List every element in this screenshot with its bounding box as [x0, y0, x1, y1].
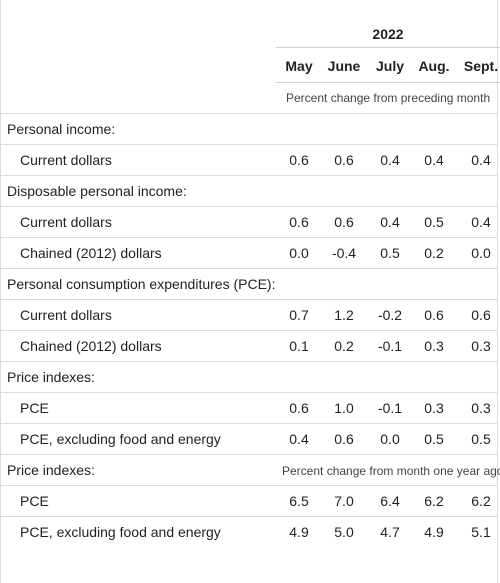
table-cell: -0.4	[331, 245, 357, 261]
table-row: PCE 6.5 7.0 6.4 6.2 6.2	[0, 485, 498, 517]
table-row: Current dollars 0.7 1.2 -0.2 0.6 0.6	[0, 299, 498, 331]
percent-change-note: Percent change from preceding month	[286, 91, 491, 105]
table-row: Current dollars 0.6 0.6 0.4 0.5 0.4	[0, 206, 498, 238]
table-cell: 0.6	[289, 214, 309, 230]
table-row: Current dollars 0.6 0.6 0.4 0.4 0.4	[0, 144, 498, 176]
table-row: Chained (2012) dollars 0.0 -0.4 0.5 0.2 0.0	[0, 237, 498, 269]
table-row: Chained (2012) dollars 0.1 0.2 -0.1 0.3 0.3	[0, 330, 498, 362]
table-row: PCE 0.6 1.0 -0.1 0.3 0.3	[0, 392, 498, 424]
table-cell: -0.1	[377, 400, 403, 416]
table-cell: 0.2	[424, 245, 444, 261]
table-cell: 0.5	[424, 214, 444, 230]
table-cell: 1.0	[334, 400, 354, 416]
table-cell: 0.6	[289, 152, 309, 168]
table-cell: -0.2	[377, 307, 403, 323]
month-header-june: June	[327, 58, 361, 74]
section-label: Personal consumption expenditures (PCE):	[7, 276, 276, 292]
table-cell: 6.4	[380, 493, 400, 509]
row-label: Chained (2012) dollars	[20, 245, 162, 261]
table-cell: 4.9	[424, 524, 444, 540]
table-cell: 0.6	[289, 400, 309, 416]
table-cell: 0.4	[380, 152, 400, 168]
table-cell: 0.2	[334, 338, 354, 354]
row-label: Chained (2012) dollars	[20, 338, 162, 354]
section-label: Disposable personal income:	[7, 183, 187, 199]
table-cell: 0.0	[471, 245, 491, 261]
table-row: Disposable personal income:	[0, 175, 498, 207]
percent-change-year-note: Percent change from month one year ago	[282, 464, 500, 478]
table-cell: -0.1	[377, 338, 403, 354]
table-cell: 6.2	[424, 493, 444, 509]
row-label: PCE	[20, 493, 49, 509]
row-label: Current dollars	[20, 307, 112, 323]
table-cell: 0.3	[424, 400, 444, 416]
table-cell: 0.4	[380, 214, 400, 230]
table-cell: 0.0	[289, 245, 309, 261]
table-cell: 4.9	[289, 524, 309, 540]
month-header-sept: Sept.	[463, 58, 499, 74]
header-divider-middle	[276, 82, 500, 83]
table-cell: 0.4	[424, 152, 444, 168]
table-cell: 4.7	[380, 524, 400, 540]
table-row: PCE, excluding food and energy 4.9 5.0 4.7 4…	[0, 516, 498, 548]
table-cell: 0.5	[380, 245, 400, 261]
month-header-row: May June July Aug. Sept.	[276, 58, 500, 78]
row-label: PCE, excluding food and energy	[20, 431, 221, 447]
table-cell: 1.2	[334, 307, 354, 323]
table-row: Personal consumption expenditures (PCE):	[0, 268, 498, 300]
table-cell: 7.0	[334, 493, 354, 509]
row-label: Current dollars	[20, 214, 112, 230]
table-cell: 0.6	[334, 214, 354, 230]
row-label: PCE, excluding food and energy	[20, 524, 221, 540]
table-cell: 0.7	[289, 307, 309, 323]
table-row: Price indexes:	[0, 361, 498, 393]
table-cell: 6.2	[471, 493, 491, 509]
table-cell: 0.6	[334, 431, 354, 447]
section-label: Price indexes:	[7, 369, 95, 385]
table-row: Price indexes: Percent change from month …	[0, 454, 500, 486]
table-row: Personal income:	[0, 113, 498, 145]
table-row: PCE, excluding food and energy 0.4 0.6 0.0 0…	[0, 423, 498, 455]
table-cell: 5.0	[334, 524, 354, 540]
table-cell: 0.5	[424, 431, 444, 447]
table-cell: 0.3	[471, 338, 491, 354]
month-header-aug: Aug.	[418, 58, 450, 74]
section-label: Personal income:	[7, 121, 116, 137]
section-label: Price indexes:	[7, 462, 95, 478]
row-label: Current dollars	[20, 152, 112, 168]
month-header-may: May	[285, 58, 313, 74]
table-cell: 0.4	[289, 431, 309, 447]
table-cell: 0.6	[424, 307, 444, 323]
table-cell: 0.0	[380, 431, 400, 447]
table-cell: 0.1	[289, 338, 309, 354]
table-cell: 0.5	[471, 431, 491, 447]
header-divider-top	[276, 47, 500, 48]
table-cell: 0.6	[471, 307, 491, 323]
table-cell: 0.4	[471, 214, 491, 230]
year-header: 2022	[372, 26, 404, 42]
table-cell: 0.4	[471, 152, 491, 168]
table-cell: 0.3	[471, 400, 491, 416]
table-cell: 6.5	[289, 493, 309, 509]
table-cell: 0.6	[334, 152, 354, 168]
table-cell: 0.3	[424, 338, 444, 354]
row-label: PCE	[20, 400, 49, 416]
month-header-july: July	[375, 58, 405, 74]
table-cell: 5.1	[471, 524, 491, 540]
